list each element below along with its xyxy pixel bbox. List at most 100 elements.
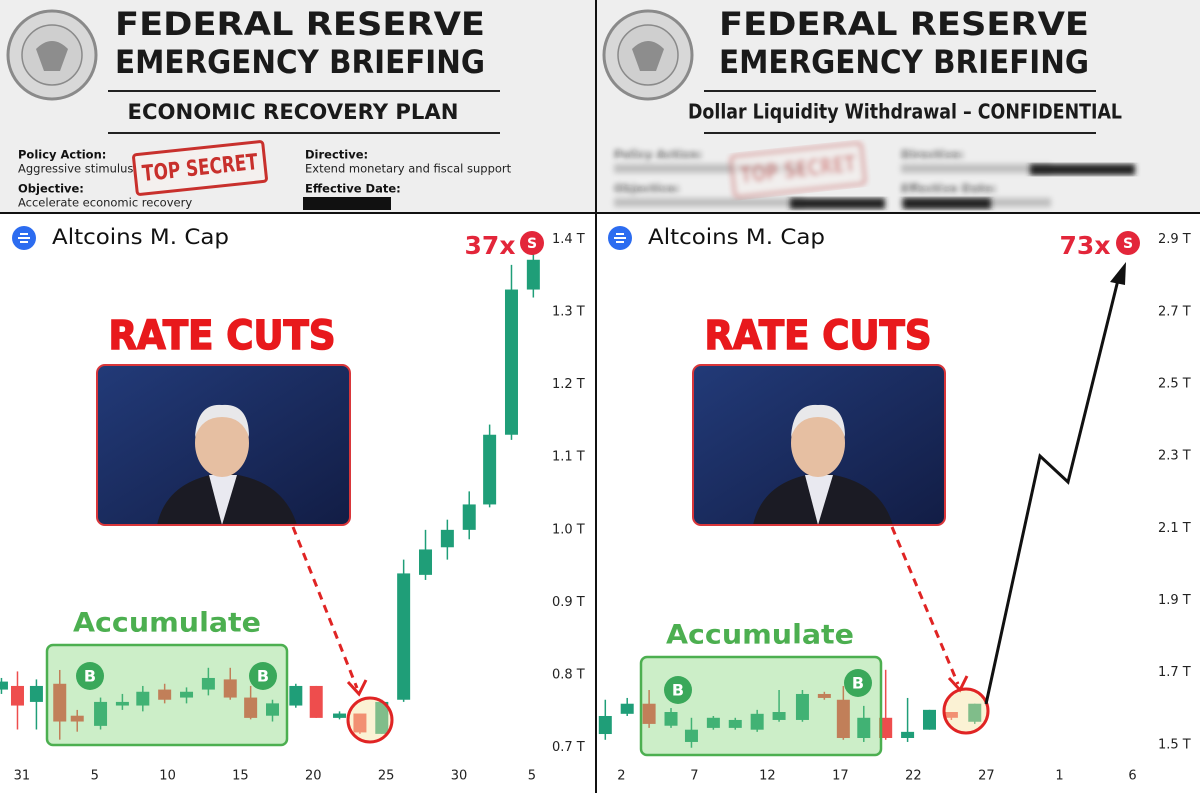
field-label: Effective Date: [305, 182, 401, 196]
photo-frame [96, 364, 351, 526]
field-label: Objective: [614, 182, 680, 196]
headline: RATE CUTS [109, 313, 336, 359]
x-tick-label: 6 [1128, 769, 1136, 784]
buy-marker [249, 662, 277, 690]
sell-marker [520, 231, 544, 255]
candle-body [419, 549, 433, 575]
seal-eagle [36, 41, 68, 71]
candle-body [598, 715, 612, 735]
candle-body [684, 729, 698, 742]
stamp: TOP SECRET [132, 140, 268, 196]
field-label: Effective Date: [901, 182, 997, 196]
candle-body [526, 259, 540, 290]
x-tick-label: 20 [305, 769, 322, 784]
x-tick-label: 27 [978, 769, 995, 784]
title-icon-glyph [614, 233, 626, 243]
x-tick-label: 17 [832, 769, 849, 784]
candles [0, 244, 540, 740]
accumulation-zone [639, 655, 883, 757]
candle-body [857, 717, 871, 738]
sell-label: S [527, 236, 537, 252]
header-subtitle: Dollar Liquidity Withdrawal – CONFIDENTI… [688, 100, 1122, 124]
header-subtitle: ECONOMIC RECOVERY PLAN [128, 100, 459, 124]
candle-body [706, 717, 720, 728]
candle-body [266, 703, 279, 716]
photo [96, 364, 351, 526]
candle-body [922, 709, 936, 730]
field-value-blurred [614, 198, 804, 207]
x-tick-label: 7 [690, 769, 698, 784]
buy-label: B [257, 667, 269, 686]
photo-shirt [805, 475, 833, 525]
candle-body [504, 289, 518, 435]
y-tick-label: 1.4 T [552, 232, 585, 247]
candle-body [289, 685, 303, 706]
y-tick-label: 2.5 T [1158, 377, 1191, 392]
candle-body [817, 693, 831, 698]
redaction [903, 198, 991, 209]
chart-title: Altcoins M. Cap [52, 225, 229, 249]
candle-body [10, 685, 24, 706]
buy-label: B [84, 667, 96, 686]
candle-body [397, 573, 411, 700]
candle-body [642, 703, 656, 724]
candle-body [136, 691, 150, 706]
y-tick-label: 1.0 T [552, 522, 585, 537]
y-tick-label: 1.7 T [1158, 665, 1191, 680]
candle-body [309, 685, 323, 718]
candle-body [333, 713, 347, 718]
stamp-frame [730, 142, 866, 198]
stamp: TOP SECRET [730, 142, 866, 198]
candle-body [158, 689, 172, 700]
y-tick-label: 1.3 T [552, 305, 585, 320]
zone-label: Accumulate [666, 620, 854, 651]
y-tick-label: 1.2 T [552, 377, 585, 392]
x-tick-label: 2 [617, 769, 625, 784]
seal-eagle [632, 41, 664, 71]
candle-body [795, 693, 809, 720]
chart: 1.5 T 1.7 T 1.9 T 2.1 T 2.3 T 2.5 T 2.7 T 2.9 T… [598, 225, 1191, 784]
candle-body [901, 731, 915, 738]
candles [598, 669, 982, 748]
field-value: Extend monetary and fiscal support [305, 162, 512, 176]
candle-body [440, 529, 454, 548]
photo-hair [195, 404, 249, 437]
pointer-arrow [890, 526, 960, 685]
x-tick-label: 25 [378, 769, 395, 784]
field-value-blurred [901, 164, 1051, 173]
field-value: Aggressive stimulus in [18, 162, 148, 176]
projection-head [1110, 262, 1126, 285]
fields: Policy Action: Objective: Directive: Effect… [614, 148, 1051, 207]
x-tick-label: 5 [91, 769, 99, 784]
candle-body [201, 677, 215, 690]
y-tick-label: 0.8 T [552, 668, 585, 683]
x-tick-label: 5 [528, 769, 536, 784]
photo-hair [791, 404, 845, 437]
photo-frame [692, 364, 946, 526]
x-tick-label: 30 [451, 769, 468, 784]
candle-body [836, 699, 850, 738]
candle-body [879, 717, 893, 738]
candle-body [462, 504, 476, 530]
accumulation-zone [45, 643, 289, 747]
y-tick-label: 0.7 T [552, 740, 585, 755]
candle-body [483, 434, 497, 505]
candle-body [750, 713, 764, 730]
candle-body [53, 683, 67, 722]
zone-label: Accumulate [73, 608, 261, 639]
field-label: Directive: [901, 148, 964, 162]
header-title: EMERGENCY BRIEFING [719, 43, 1089, 81]
field-label: Policy Action: [614, 148, 702, 162]
candle-body [29, 685, 43, 702]
headline: RATE CUTS [705, 313, 932, 359]
field-value-blurred [614, 164, 804, 173]
x-tick-label: 22 [905, 769, 922, 784]
title-icon-glyph [18, 233, 30, 243]
entry-highlight [346, 696, 394, 744]
y-tick-label: 2.9 T [1158, 232, 1191, 247]
candle-body [70, 715, 84, 722]
photo [692, 364, 946, 526]
sell-label: S [1123, 236, 1133, 252]
